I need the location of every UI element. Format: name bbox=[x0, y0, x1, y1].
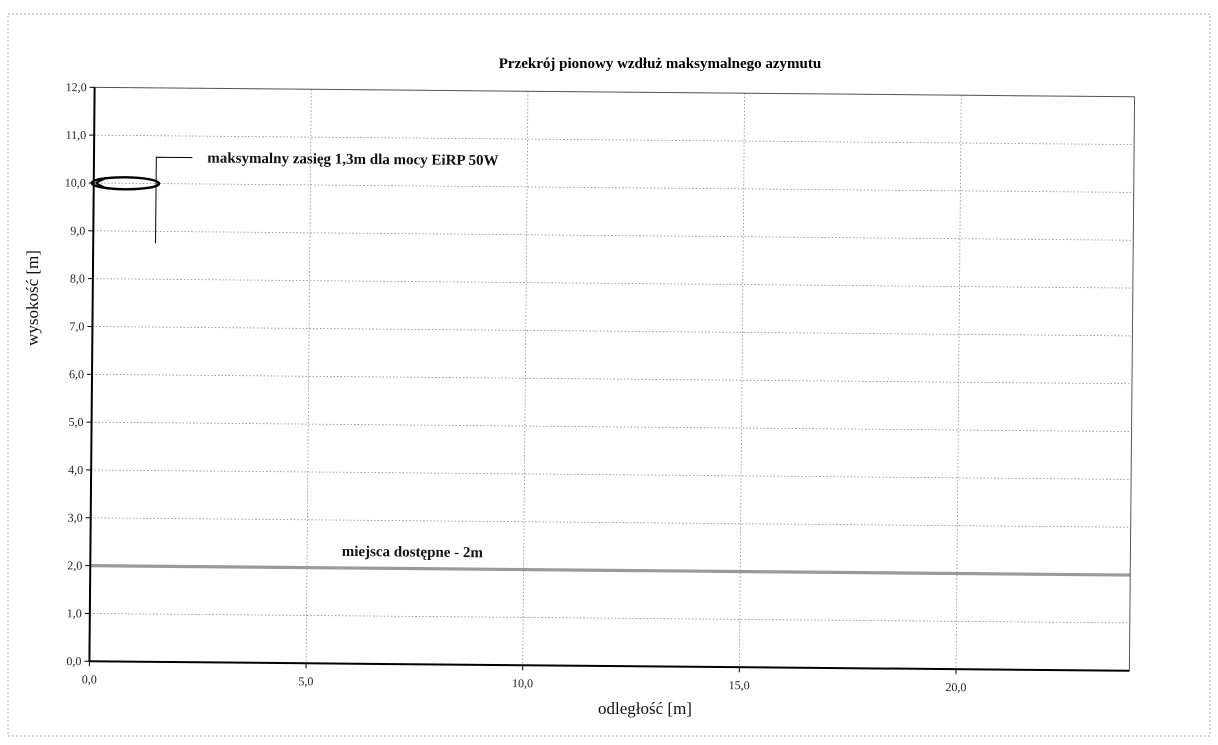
x-tick-label: 0,0 bbox=[82, 672, 97, 686]
plot-border-top bbox=[94, 86, 1135, 98]
grid-line-horizontal bbox=[90, 517, 1131, 528]
range-pointer-line bbox=[155, 156, 193, 244]
grid-line-horizontal bbox=[93, 182, 1134, 193]
y-tick-label: 1,0 bbox=[67, 606, 82, 620]
grid-line-horizontal bbox=[92, 278, 1133, 289]
x-tick-label: 20,0 bbox=[945, 680, 966, 694]
grid-line-horizontal bbox=[93, 230, 1134, 241]
y-tick-label: 8,0 bbox=[70, 271, 85, 285]
y-tick-label: 6,0 bbox=[69, 367, 84, 381]
x-tick-label: 10,0 bbox=[512, 676, 533, 690]
y-tick-label: 7,0 bbox=[69, 319, 84, 333]
y-tick-label: 11,0 bbox=[66, 128, 87, 142]
grid-line-horizontal bbox=[92, 373, 1132, 385]
y-axis-line bbox=[88, 87, 96, 662]
y-tick-label: 4,0 bbox=[68, 463, 83, 477]
y-tick-label: 2,0 bbox=[67, 558, 82, 572]
chart-title: Przekrój pionowy wzdłuż maksymalnego azy… bbox=[499, 56, 822, 72]
range-arrow-icon bbox=[95, 177, 107, 189]
series-layer bbox=[90, 564, 1131, 577]
grid-line-horizontal bbox=[94, 134, 1135, 145]
y-tick-label: 9,0 bbox=[70, 224, 85, 238]
y-tick-label: 0,0 bbox=[66, 654, 81, 668]
grid-line-vertical bbox=[522, 91, 529, 666]
y-tick-label: 10,0 bbox=[65, 176, 86, 190]
grid-line-vertical bbox=[738, 93, 745, 668]
annotation-accessible-places: miejsca dostępne - 2m bbox=[342, 544, 484, 561]
annotation-max-range: maksymalny zasięg 1,3m dla mocy EiRP 50W bbox=[207, 150, 498, 169]
y-tick-label: 3,0 bbox=[68, 511, 83, 525]
plot-border-right bbox=[1128, 96, 1136, 671]
grid-line-horizontal bbox=[92, 326, 1133, 337]
grid-line-horizontal bbox=[91, 421, 1132, 432]
annotations: maksymalny zasięg 1,3m dla mocy EiRP 50W… bbox=[90, 150, 499, 561]
grid-line-vertical bbox=[305, 89, 312, 664]
y-axis-label: wysokość [m] bbox=[23, 250, 42, 346]
x-axis-label: odległość [m] bbox=[598, 699, 692, 718]
chart-frame bbox=[7, 13, 1211, 737]
x-axis-line bbox=[89, 660, 1130, 672]
tick-labels: 0,0 1,0 2,0 3,0 4,0 5,0 6,0 7,0 8,0 9,0 10,0 11,0 12… bbox=[65, 80, 967, 694]
y-tick-label: 5,0 bbox=[69, 415, 84, 429]
y-tick-label: 12,0 bbox=[66, 80, 87, 94]
series-line-accessible-places bbox=[90, 564, 1131, 577]
grid-line-vertical bbox=[955, 95, 962, 670]
grid-line-horizontal bbox=[91, 469, 1132, 480]
range-ellipse bbox=[90, 176, 161, 191]
x-tick-label: 5,0 bbox=[298, 674, 313, 688]
grid-lines bbox=[89, 86, 1135, 670]
grid-line-horizontal bbox=[89, 613, 1130, 624]
x-tick-label: 15,0 bbox=[729, 678, 750, 692]
plot-area: 0,0 1,0 2,0 3,0 4,0 5,0 6,0 7,0 8,0 9,0 10,0 11,0 12… bbox=[65, 80, 1136, 694]
axes bbox=[84, 86, 1136, 675]
